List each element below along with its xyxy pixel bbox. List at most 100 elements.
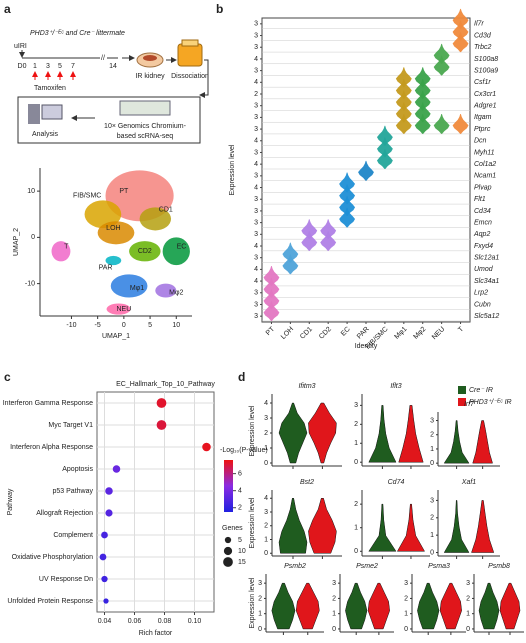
violin [414,102,431,123]
plot-title: Bst2 [300,479,314,486]
dot [105,509,113,517]
y-tick-label: 3 [254,21,258,28]
y-tick-label: -10 [25,280,35,287]
violin [414,67,431,88]
violin [301,230,318,251]
violin [414,90,431,111]
gene-label: Flt1 [474,196,486,203]
violin [433,55,450,76]
gene-label: Plvap [474,184,492,191]
cluster [97,221,135,245]
plot-title: Psmb2 [284,563,306,570]
violin [452,114,469,134]
gene-label: Slc12a1 [474,255,499,262]
dot [112,465,121,473]
x-tick-label: 0.10 [188,618,202,625]
violin [301,219,318,240]
y-tick-label: Oxidative Phosphorylation [12,554,93,561]
break: // [101,55,105,62]
y-tick-label: 3 [254,126,258,133]
gene-label: Myh11 [474,149,495,156]
x-tick-label: NEU [431,326,446,341]
genotype: PHD3⁺/⁻ᴱᶜ and Cre⁻ littermate [30,30,125,37]
gene-label: Csf1r [474,79,491,86]
y-tick-label: Apoptosis [62,466,93,473]
violin [345,582,368,630]
y-tick-label: 1 [354,440,358,447]
violin [398,405,424,463]
violin [395,102,412,123]
y-tick-label: 0 [31,234,35,241]
violin [499,582,521,630]
cluster [162,237,190,266]
y-tick-label: 2 [430,432,434,439]
x-tick-label: T [457,325,465,333]
violin [443,500,470,553]
workflow-box [17,96,201,144]
violin [308,498,337,554]
y-tick-label: 0 [354,548,358,555]
gene-label: Cx3cr1 [474,91,496,98]
y-tick-label: 0 [332,626,336,633]
y-tick-label: 4 [254,266,258,273]
violin [376,137,393,158]
x-tick-label: 0.06 [128,618,142,625]
y-tick-label: 2 [254,91,258,98]
dot [99,553,107,561]
cluster [155,283,177,298]
y-tick-label: 1 [430,532,434,539]
violin [263,289,280,310]
gene-label: Ncam1 [474,173,496,180]
y-tick-label: 3 [254,103,258,110]
colorbar-tick-label: 2 [238,505,242,512]
y-tick-label: 1 [264,536,268,543]
day-label: D0 [18,63,27,70]
gene-label: Adgre1 [473,103,497,110]
violin [414,114,431,134]
y-tick-label: 0 [354,459,358,466]
violin [478,582,500,630]
cluster-label: EC [177,243,187,250]
gene-label: S100a9 [474,67,498,74]
chart-title: EC_Hallmark_Top_10_Pathway [116,381,215,388]
colorbar [224,460,233,512]
arrow [199,59,209,98]
y-tick-label: Unfolded Protein Response [7,598,93,605]
gene-label: Lrp2 [474,290,488,297]
x-tick-label: -5 [95,322,101,329]
cluster-label: CD1 [159,206,173,213]
y-tick-label: 1 [332,611,336,618]
day-label: 7 [71,63,75,70]
violin [452,20,469,41]
y-tick-label: 3 [254,32,258,39]
panel-label: a [4,2,11,16]
y-axis-title: Expression level [229,144,236,195]
gene-label: Cd34 [474,208,491,215]
gene-label: Slc5a12 [474,313,499,320]
y-tick-label: 2 [258,595,262,602]
panel-label: c [4,370,11,384]
y-tick-label: 0 [258,626,262,633]
y-tick-label: 4 [264,400,268,407]
violin [282,242,299,263]
injury: uIRI [14,43,27,50]
y-tick-label: 3 [254,290,258,297]
y-tick-label: 3 [332,580,336,587]
y-tick-label: 0 [264,460,268,467]
y-tick-label: 3 [254,173,258,180]
violin [414,78,431,99]
sequencer [119,100,171,116]
plot-title: Irf7 [464,401,475,408]
plot-title: Psme2 [356,563,378,570]
violin [433,114,450,134]
x-tick-label: CD1 [299,326,314,341]
y-tick-label: 3 [254,219,258,226]
gene-label: Cd3d [474,32,492,39]
violin [376,125,393,146]
y-tick-label: 4 [254,184,258,191]
gene-label: S100a8 [474,56,498,63]
y-tick-label: 1 [466,611,470,618]
y-tick-label: 4 [254,138,258,145]
y-tick-label: 0 [264,550,268,557]
